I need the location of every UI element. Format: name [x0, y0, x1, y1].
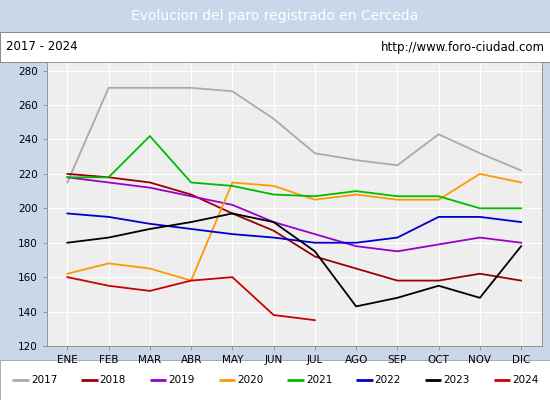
Text: 2024: 2024 [512, 375, 538, 385]
Text: 2022: 2022 [375, 375, 401, 385]
Text: 2019: 2019 [168, 375, 195, 385]
Text: 2017 - 2024: 2017 - 2024 [6, 40, 77, 54]
Text: 2017: 2017 [31, 375, 57, 385]
Text: Evolucion del paro registrado en Cerceda: Evolucion del paro registrado en Cerceda [131, 9, 419, 23]
Text: 2023: 2023 [443, 375, 470, 385]
Text: http://www.foro-ciudad.com: http://www.foro-ciudad.com [381, 40, 544, 54]
Text: 2018: 2018 [100, 375, 126, 385]
Text: 2021: 2021 [306, 375, 332, 385]
Text: 2020: 2020 [237, 375, 263, 385]
